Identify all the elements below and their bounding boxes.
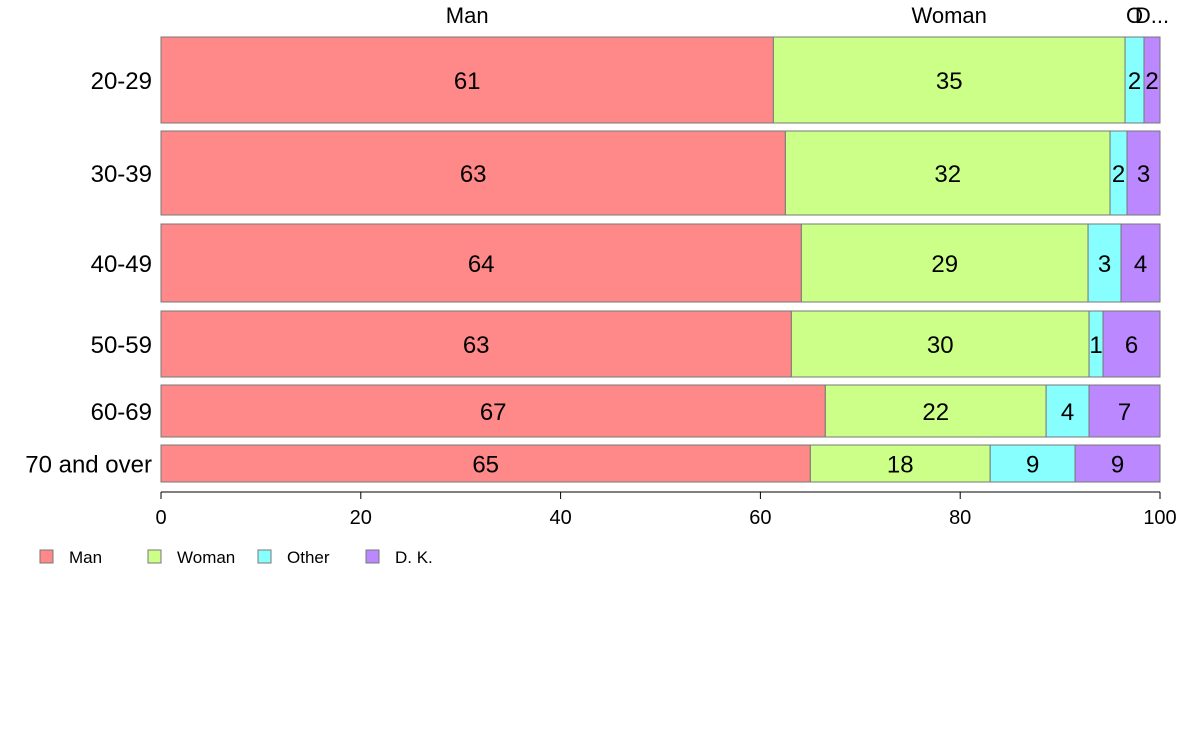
legend-label-d-k: D. K. [395, 548, 433, 567]
bar-other-40-49 [1087, 223, 1122, 303]
value-label-d-k-60-69: 7 [1118, 399, 1131, 426]
top-labels: Man Woman OD... [446, 3, 1169, 28]
value-label-woman-60-69: 22 [922, 399, 949, 426]
x-tick-label-20: 20 [350, 507, 372, 529]
value-label-d-k-50-59: 6 [1125, 332, 1138, 359]
category-label-70-and-over: 70 and over [25, 452, 152, 479]
category-label-50-59: 50-59 [91, 332, 152, 359]
x-tick-label-0: 0 [155, 507, 166, 529]
value-label-other-50-59: 1 [1089, 332, 1102, 359]
value-label-man-60-69: 67 [480, 399, 507, 426]
value-label-man-50-59: 63 [463, 332, 490, 359]
category-label-20-29: 20-29 [91, 68, 152, 95]
x-tick-label-40: 40 [549, 507, 571, 529]
x-tick-label-80: 80 [949, 507, 971, 529]
top-label-other: O [1126, 3, 1143, 28]
legend: Man Woman Other D. K. [39, 548, 433, 567]
bar-man-70-and-over [160, 444, 811, 483]
legend-label-other: Other [287, 548, 330, 567]
bar-d-k-50-59 [1102, 310, 1161, 378]
category-label-40-49: 40-49 [91, 251, 152, 278]
bar-man-40-49 [160, 223, 802, 303]
bar-d-k-30-39 [1126, 130, 1161, 216]
legend-swatch-other [257, 549, 272, 564]
legend-swatch-d-k [365, 549, 380, 564]
top-label-d-k: D... [1135, 3, 1169, 28]
value-label-d-k-40-49: 4 [1134, 251, 1147, 278]
x-axis: 0 20 40 60 80 100 [155, 491, 1177, 529]
value-label-d-k-30-39: 3 [1137, 161, 1150, 188]
category-label-30-39: 30-39 [91, 161, 152, 188]
value-label-man-20-29: 61 [454, 68, 481, 95]
bar-man-50-59 [160, 310, 792, 378]
bar-woman-20-29 [772, 36, 1126, 124]
bar-woman-70-and-over [809, 444, 991, 483]
value-label-man-40-49: 64 [468, 251, 495, 278]
bar-woman-30-39 [784, 130, 1111, 216]
bar-d-k-40-49 [1120, 223, 1161, 303]
bar-d-k-70-and-over [1074, 444, 1161, 483]
value-label-other-20-29: 2 [1128, 68, 1141, 95]
bar-woman-50-59 [790, 310, 1090, 378]
top-label-woman: Woman [912, 3, 987, 28]
value-label-woman-40-49: 29 [931, 251, 958, 278]
value-label-other-40-49: 3 [1098, 251, 1111, 278]
value-label-other-60-69: 4 [1061, 399, 1074, 426]
bars: 61 35 2 263 32 2 364 29 3 463 30 1 667 22 4 765 18 9 9 [160, 36, 1161, 483]
legend-swatch-woman [147, 549, 162, 564]
value-label-woman-30-39: 32 [934, 161, 961, 188]
bar-other-60-69 [1045, 384, 1090, 438]
legend-label-man: Man [69, 548, 102, 567]
value-label-woman-50-59: 30 [927, 332, 954, 359]
value-label-d-k-20-29: 2 [1145, 68, 1158, 95]
bar-man-60-69 [160, 384, 826, 438]
value-label-man-70-and-over: 65 [472, 452, 499, 479]
value-label-man-30-39: 63 [460, 161, 487, 188]
value-label-other-70-and-over: 9 [1026, 452, 1039, 479]
value-label-other-30-39: 2 [1112, 161, 1125, 188]
category-labels: 20-29 30-39 40-49 50-59 60-69 70 and over [25, 68, 152, 479]
value-label-woman-70-and-over: 18 [887, 452, 914, 479]
bar-d-k-20-29 [1143, 36, 1161, 124]
bar-man-30-39 [160, 130, 786, 216]
x-tick-label-100: 100 [1143, 507, 1176, 529]
top-label-man: Man [446, 3, 489, 28]
value-label-d-k-70-and-over: 9 [1111, 452, 1124, 479]
category-label-60-69: 60-69 [91, 399, 152, 426]
x-tick-label-60: 60 [749, 507, 771, 529]
bar-other-70-and-over [989, 444, 1076, 483]
bar-woman-60-69 [824, 384, 1047, 438]
legend-label-woman: Woman [177, 548, 235, 567]
bar-woman-40-49 [800, 223, 1089, 303]
bar-d-k-60-69 [1088, 384, 1161, 438]
value-label-woman-20-29: 35 [936, 68, 963, 95]
legend-swatch-man [39, 549, 54, 564]
